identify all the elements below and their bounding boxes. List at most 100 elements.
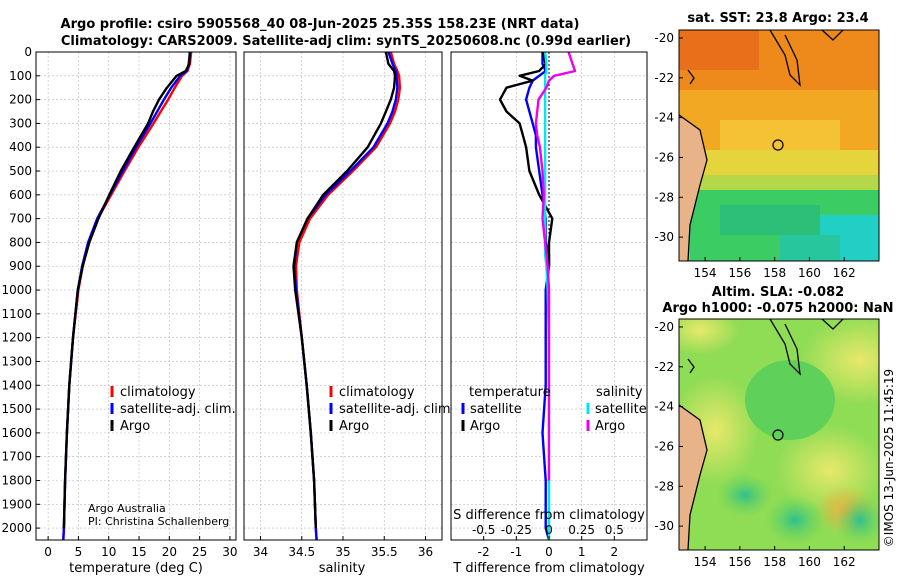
y-tick-label: 1000 [1,283,32,297]
credit-argo-australia: Argo Australia [88,502,166,515]
x-tick-label: 2 [611,545,619,559]
x-tick-label: -1 [510,545,522,559]
y-tick-label: 600 [9,188,32,202]
x-tick-label: 0 [545,545,553,559]
legend-t-argo-label: Argo [470,419,500,434]
sla-map-frame [678,318,880,551]
lat-tick-label: -20 [654,320,674,334]
y-tick-label: 400 [9,140,32,154]
y-tick-label: 300 [9,116,32,130]
lon-tick-label: 154 [694,266,717,280]
y-tick-label: 800 [9,235,32,249]
lat-tick-label: -20 [654,31,674,45]
sla-lon-tick-labels: 154 156 158 160 162 [694,546,856,569]
x-tick-label: -2 [478,545,490,559]
legend2-climatology-label: climatology [339,385,415,400]
y-tick-label: 1900 [1,497,32,511]
lat-tick-label: -30 [654,519,674,533]
y-tick-label: 900 [9,259,32,273]
legend-s-argo-label: Argo [595,419,625,434]
lon-tick-label: 156 [728,555,751,569]
x-tick-label: 1 [578,545,586,559]
lon-tick-label: 158 [763,266,786,280]
x-tick-label: 15 [131,545,146,559]
series-salinity-argo [534,51,577,481]
x2-tick-label: -0.25 [501,523,532,537]
lon-tick-label: 160 [798,266,821,280]
series-argo [292,51,397,529]
lon-tick-label: 162 [833,266,856,280]
x2-tick-label: 0.25 [568,523,595,537]
difference-profiles [498,51,577,541]
x2-tick-label: 0 [545,523,553,537]
s-difference-tick-labels: -0.5 -0.25 0 0.25 0.5 [472,523,624,537]
legend2-satellite-adj-label: satellite-adj. clim. [339,402,455,417]
x2-tick-label: -0.5 [472,523,495,537]
lon-tick-label: 160 [798,555,821,569]
series-temperature-satellite [524,52,551,541]
legend-temperature-heading: temperature [469,385,551,400]
sst-lat-tick-labels: -20 -22 -24 -26 -28 -30 [654,31,683,244]
legend2-argo-label: Argo [339,419,369,434]
y-tick-label: 1700 [1,450,32,464]
figure-title-line-2: Climatology: CARS2009. Satellite-adj cli… [61,34,631,49]
sst-map-panel: sat. SST: 23.8 Argo: 23.4 -20-22-24-26-2… [654,11,880,280]
lat-tick-label: -22 [654,71,674,85]
lon-tick-label: 158 [763,555,786,569]
salinity-profiles [292,51,402,541]
x-tick-label: 10 [101,545,116,559]
y-tick-label: 1800 [1,473,32,487]
lon-tick-label: 162 [833,555,856,569]
legend-salinity-heading: salinity [596,385,643,400]
salinity-axis-label: salinity [319,561,366,576]
x-tick-label: 35.5 [371,545,398,559]
y-tick-label: 2000 [1,521,32,535]
y-tick-label: 700 [9,212,32,226]
sst-lon-tick-labels: 154 156 158 160 162 [694,257,856,280]
legend-satellite-adj-label: satellite-adj. clim. [120,402,236,417]
x-tick-label: 35 [335,545,350,559]
lat-tick-label: -26 [654,150,674,164]
y-tick-label: 1400 [1,378,32,392]
lat-tick-label: -30 [654,230,674,244]
y-tick-label: 1300 [1,354,32,368]
sla-map-title-2: Argo h1000: -0.075 h2000: NaN [662,301,893,316]
y-tick-label: 500 [9,164,32,178]
temperature-plot-area [36,52,236,540]
x-tick-label: 20 [162,545,177,559]
imos-timestamp: ©IMOS 13-Jun-2025 11:45:19 [882,369,896,547]
lat-tick-label: -28 [654,479,674,493]
temperature-axes-frame [35,51,237,541]
salinity-panel: 34 34.5 35 35.5 36 salinity climatology sate… [243,51,455,576]
t-difference-axis-label: T difference from climatology [452,561,645,576]
lon-tick-label: 156 [728,266,751,280]
x-tick-label: 34 [253,545,268,559]
difference-legend: temperature salinity satellite Argo sate… [461,385,647,434]
credit-pi: PI: Christina Schallenberg [88,515,229,528]
temperature-tick-labels: 0 5 10 15 20 25 30 [44,536,238,559]
y-tick-label: 1600 [1,426,32,440]
lat-tick-label: -28 [654,190,674,204]
temperature-legend: climatology satellite-adj. clim. Argo [110,385,236,434]
lat-tick-label: -22 [654,360,674,374]
sst-field [679,30,879,261]
sst-map-frame [678,29,880,262]
x-tick-label: 5 [75,545,83,559]
x-tick-label: 0 [44,545,52,559]
x-tick-label: 34.5 [288,545,315,559]
figure-title-line-1: Argo profile: csiro 5905568_40 08-Jun-20… [61,17,580,32]
sla-lat-tick-labels: -20 -22 -24 -26 -28 -30 [654,320,683,533]
y-tick-label: 100 [9,69,32,83]
legend-argo-label: Argo [120,419,150,434]
x-tick-label: 36 [418,545,433,559]
lat-tick-label: -26 [654,439,674,453]
s-difference-axis-label: S difference from climatology [453,508,645,523]
t-difference-tick-labels: -2 -1 0 1 2 [478,536,618,559]
depth-tick-labels: 0 100 200 300 400 500 600 700 800 900 1000 1100 1200… [1,45,40,535]
sla-map-panel: Altim. SLA: -0.082 Argo h1000: -0.075 h2… [654,285,893,569]
difference-panel: -2 -1 0 1 2 -0.5 -0.25 0 0.25 0.5 S difference f… [450,51,648,576]
sst-argo-location-marker [772,139,784,151]
x-tick-label: 30 [222,545,237,559]
x-tick-label: 25 [192,545,207,559]
